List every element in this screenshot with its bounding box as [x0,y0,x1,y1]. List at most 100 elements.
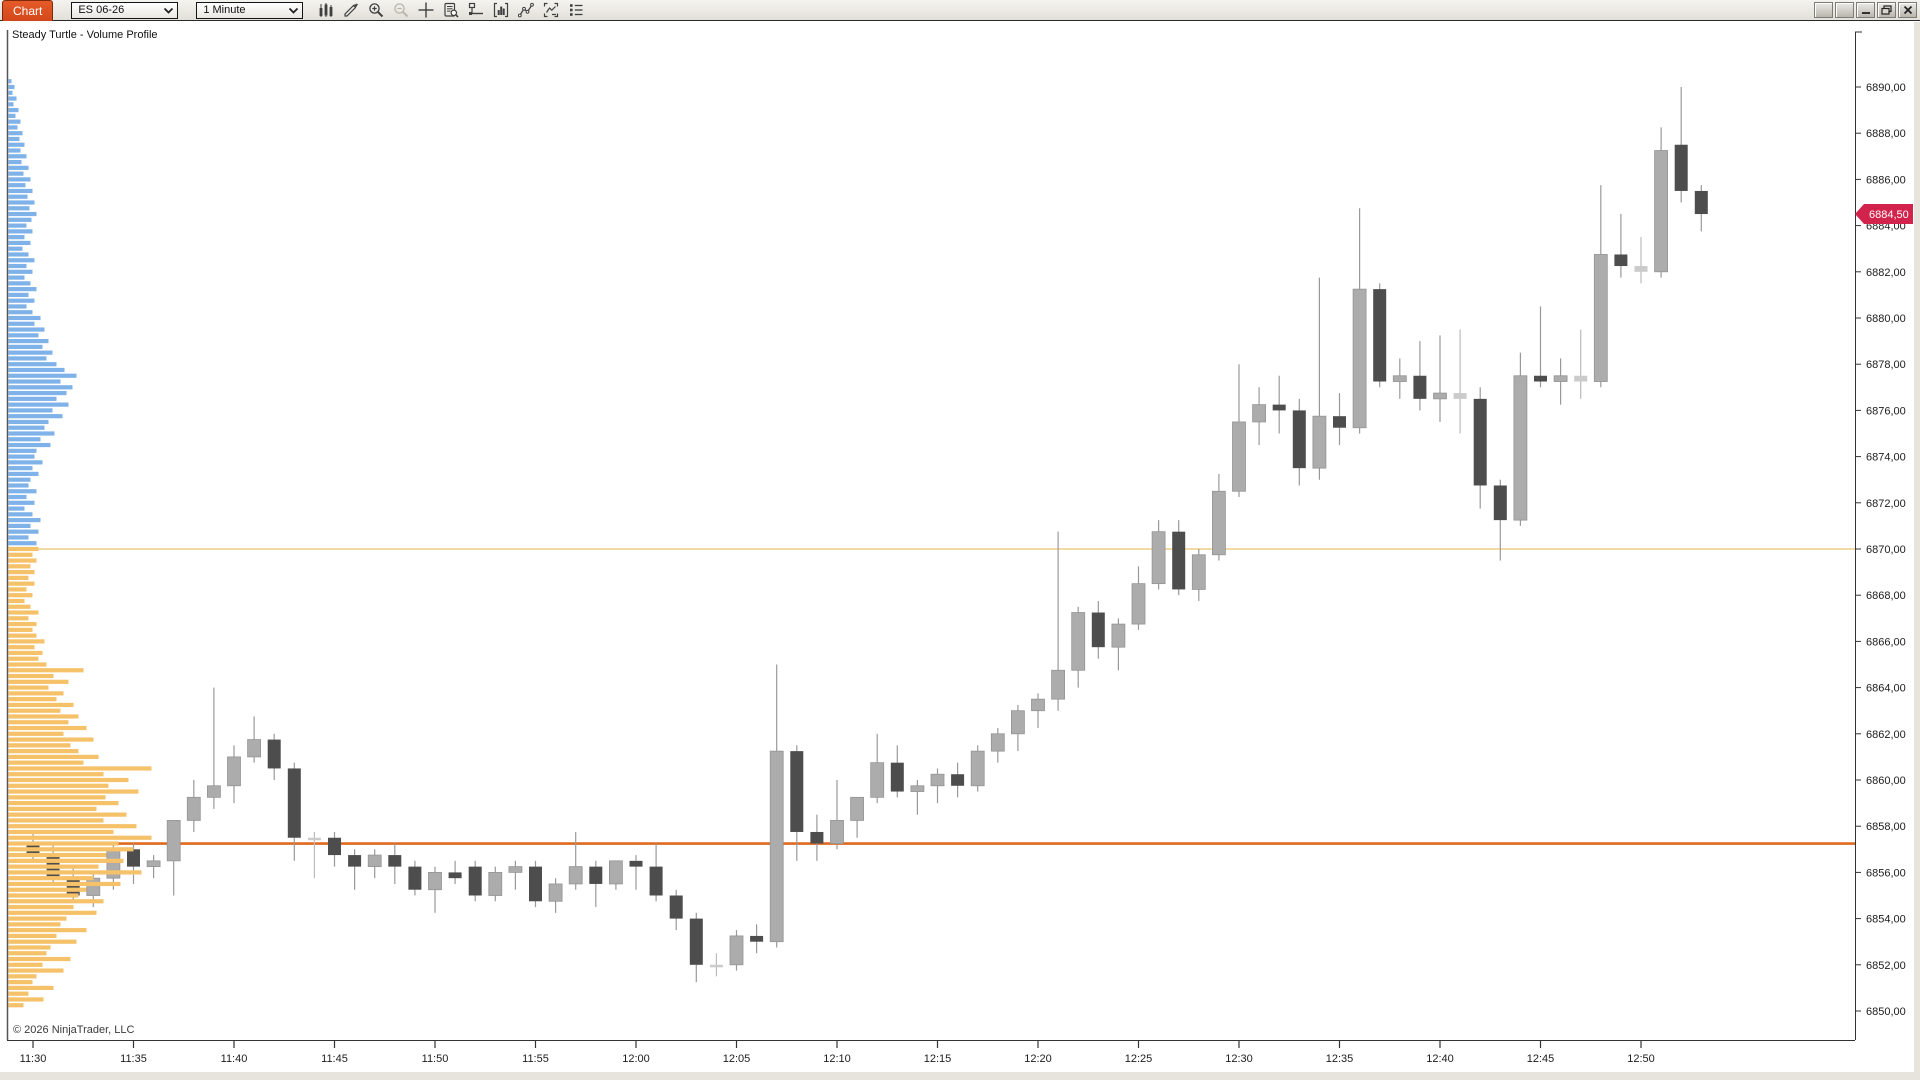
candle [1392,358,1407,399]
candle [166,820,181,896]
volume-profile-bar [8,327,45,332]
snapshot-icon[interactable] [542,1,560,19]
volume-profile-bar [8,194,28,199]
price-tick-label: 6886,00 [1866,174,1906,186]
volume-profile-bar [8,379,61,384]
candle [1292,398,1306,486]
volume-profile-bar [8,385,73,390]
minimize-button[interactable] [1856,2,1875,18]
candle [1232,364,1246,498]
candle [548,878,563,913]
properties-icon[interactable] [567,1,585,19]
volume-profile-bar [8,691,64,696]
candle [1131,566,1146,630]
instrument-select[interactable]: ES 06-26 [71,1,179,19]
candle [990,728,1005,763]
volume-profile [8,79,152,1008]
candle [1111,618,1126,671]
candle [1513,352,1528,526]
time-axis[interactable]: 11:30 11:35 11:40 11:45 11:50 11:55 12:00 12:05… [20,1041,1655,1065]
toolbar-icons [317,1,585,19]
volume-profile-bar [8,344,43,349]
volume-profile-bar [8,373,77,378]
instrument-link-button[interactable] [1814,2,1833,18]
chart-plot[interactable]: 6890,006888,006886,006884,006882,006880,… [0,22,1920,1080]
price-tick-label: 6878,00 [1866,359,1906,371]
volume-profile-bar [8,183,26,188]
volume-profile-bar [8,598,25,604]
price-level-lines [8,548,1855,845]
volume-profile-bar [8,390,67,396]
volume-profile-bar [8,408,53,413]
candle [206,687,221,809]
candle [709,953,723,977]
volume-profile-bar [8,893,79,898]
zoom-out-icon[interactable] [392,1,410,19]
volume-profile-bar [8,570,35,575]
candle [910,780,925,815]
candle [850,796,864,838]
last-price-label: 6884,50 [1869,209,1909,221]
price-levels-icon[interactable] [467,1,485,19]
time-tick-label: 12:00 [622,1053,650,1065]
close-button[interactable] [1898,2,1917,18]
volume-profile-bar [8,922,61,927]
volume-profile-bar [8,489,37,494]
volume-profile-bar [8,685,49,690]
candle [1212,473,1226,561]
price-tick-label: 6850,00 [1866,1006,1906,1018]
zoom-in-icon[interactable] [367,1,385,19]
volume-profile-bar [8,518,41,523]
crosshair-icon[interactable] [417,1,435,19]
volume-profile-bar [8,766,152,771]
restore-button[interactable] [1877,2,1896,18]
volume-profile-bar [8,494,27,500]
price-tick-label: 6866,00 [1866,636,1906,648]
volume-profile-bar [8,529,39,534]
time-tick-label: 12:15 [924,1053,952,1065]
time-tick-label: 11:55 [522,1053,549,1065]
window-frame-bottom [0,1072,1920,1080]
drawing-tools-icon[interactable] [517,1,535,19]
tab-chart[interactable]: Chart [2,0,54,21]
time-tick-label: 12:20 [1024,1053,1052,1065]
volume-profile-bar [8,252,29,257]
volume-profile-bar [8,887,87,892]
volume-profile-bar [8,310,33,315]
candle [830,780,844,850]
chart-title: Steady Turtle - Volume Profile [12,29,158,41]
chart-style-icon[interactable] [317,1,335,19]
time-tick-label: 11:35 [120,1053,147,1065]
volume-profile-bar [8,928,87,933]
time-tick-label: 12:45 [1527,1053,1555,1065]
data-box-icon[interactable] [442,1,460,19]
volume-profile-bar [8,575,29,580]
instrument-value: ES 06-26 [78,4,125,16]
volume-profile-bar [8,200,35,205]
volume-profile-bar [8,541,37,546]
candle [1312,277,1327,480]
volume-profile-bar [8,650,43,656]
candle [669,889,683,931]
indicators-icon[interactable] [492,1,510,19]
candle [146,855,161,879]
drawing-pencil-icon[interactable] [342,1,360,19]
volume-profile-bar [8,806,97,811]
candle [1333,393,1346,446]
volume-profile-bar [8,275,25,280]
interval-link-button[interactable] [1835,2,1854,18]
volume-profile-bar [8,870,142,875]
volume-profile-bar [8,858,124,863]
volume-profile-bar [8,679,69,684]
volume-profile-bar [8,136,20,142]
volume-profile-bar [8,801,119,806]
volume-profile-bar [8,985,54,990]
tab-chart-label: Chart [13,4,43,18]
interval-select[interactable]: 1 Minute [196,1,304,19]
candle [1654,127,1668,278]
volume-profile-bar [8,396,57,401]
volume-profile-bar [8,910,97,915]
price-tick-label: 6876,00 [1866,405,1906,417]
candle [267,733,281,780]
candle [328,831,341,867]
